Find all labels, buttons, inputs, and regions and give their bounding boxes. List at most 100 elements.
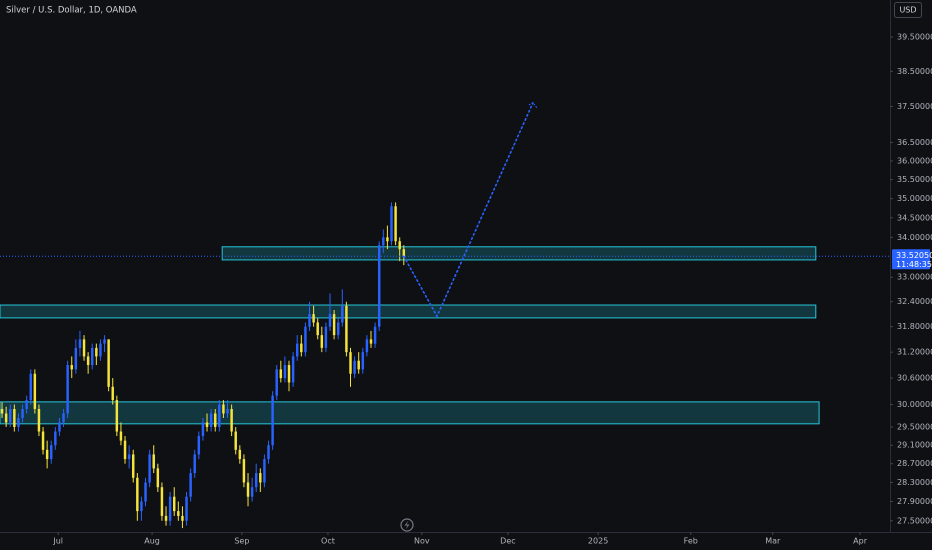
candle-body bbox=[45, 449, 49, 460]
candle-body bbox=[21, 409, 24, 418]
candle-body bbox=[324, 326, 328, 348]
candle-body bbox=[234, 431, 237, 450]
candle-body bbox=[25, 400, 28, 410]
y-tick-label: 36.50000 bbox=[897, 138, 932, 147]
x-tick-label: Apr bbox=[853, 537, 868, 546]
candle-body bbox=[164, 515, 168, 521]
candle-body bbox=[373, 326, 377, 344]
candle-body bbox=[66, 365, 69, 414]
candle-body bbox=[78, 339, 82, 348]
y-tick-label: 31.20000 bbox=[897, 348, 932, 357]
y-tick-label: 37.50000 bbox=[897, 102, 932, 111]
projection-arrowhead bbox=[528, 102, 538, 109]
x-tick-label: Nov bbox=[414, 537, 430, 546]
candle-body bbox=[259, 473, 262, 483]
y-tick-label: 27.90000 bbox=[897, 497, 932, 506]
candle-body bbox=[377, 245, 381, 327]
candle-body bbox=[103, 339, 106, 344]
x-tick-label: Jul bbox=[52, 537, 63, 546]
candle-body bbox=[226, 409, 229, 414]
candle-body bbox=[328, 314, 332, 327]
candle-body bbox=[189, 473, 192, 497]
candle-body bbox=[291, 356, 295, 383]
candle-body bbox=[304, 326, 307, 353]
candle-body bbox=[312, 314, 315, 323]
y-tick-label: 33.00000 bbox=[897, 273, 932, 282]
candle-body bbox=[107, 339, 110, 387]
candle-body bbox=[136, 477, 139, 512]
y-tick-label: 28.70000 bbox=[897, 459, 932, 468]
candle-body bbox=[148, 454, 151, 483]
x-tick-label: Mar bbox=[765, 537, 781, 546]
candle-body bbox=[398, 241, 401, 250]
y-tick-label: 30.00000 bbox=[897, 400, 932, 409]
y-tick-label: 29.50000 bbox=[897, 422, 932, 431]
candle-body bbox=[316, 322, 319, 336]
candle-body bbox=[365, 339, 369, 353]
candle-body bbox=[271, 395, 274, 446]
last-price-label: 33.52050 bbox=[896, 251, 932, 260]
countdown-label: 11:48:35 bbox=[896, 260, 932, 269]
candle-body bbox=[238, 449, 242, 460]
candle-body bbox=[201, 422, 205, 437]
candle-body bbox=[300, 343, 303, 353]
currency-button[interactable] bbox=[894, 2, 922, 18]
chart-title: Silver / U.S. Dollar, 1D, OANDA bbox=[6, 6, 137, 16]
candle-body bbox=[95, 347, 98, 357]
currency-label[interactable]: USD bbox=[899, 6, 916, 15]
candle-body bbox=[295, 343, 299, 357]
candle-body bbox=[91, 347, 94, 366]
icon-bolt[interactable] bbox=[404, 520, 410, 530]
y-tick-label: 34.00000 bbox=[897, 233, 932, 242]
candle-body bbox=[185, 496, 188, 521]
candle-body bbox=[152, 454, 155, 469]
candle-body bbox=[275, 369, 278, 396]
x-tick-label: Sep bbox=[234, 537, 249, 546]
candle-body bbox=[308, 314, 311, 327]
projection-path bbox=[403, 102, 534, 319]
candle-body bbox=[193, 454, 196, 474]
y-tick-label: 38.50000 bbox=[897, 67, 932, 76]
candle-body bbox=[263, 459, 266, 483]
candle-body bbox=[82, 339, 86, 357]
y-tick-label: 27.50000 bbox=[897, 516, 932, 525]
candle-body bbox=[144, 482, 147, 502]
replay-icon[interactable] bbox=[400, 518, 414, 532]
candle-body bbox=[402, 249, 406, 257]
candle-body bbox=[41, 431, 45, 450]
candle-body bbox=[62, 413, 65, 423]
y-tick-label: 34.50000 bbox=[897, 213, 932, 222]
x-tick-label: Feb bbox=[684, 537, 698, 546]
candle-body bbox=[279, 369, 283, 379]
candle-body bbox=[181, 515, 184, 521]
candle-body bbox=[386, 237, 389, 242]
candle-body bbox=[123, 440, 127, 460]
y-tick-label: 35.00000 bbox=[897, 194, 932, 203]
candle-body bbox=[287, 365, 291, 383]
candle-body bbox=[132, 454, 135, 478]
candle-body bbox=[58, 422, 61, 432]
candle-body bbox=[160, 487, 164, 516]
zone-box bbox=[0, 304, 817, 319]
candle-body bbox=[111, 386, 114, 401]
candle-body bbox=[4, 413, 8, 423]
candle-body bbox=[99, 343, 102, 357]
candle-body bbox=[119, 431, 123, 441]
candle-body bbox=[13, 409, 16, 427]
y-tick-label: 30.60000 bbox=[897, 374, 932, 383]
icon-ring[interactable] bbox=[400, 518, 414, 532]
candle-body bbox=[382, 237, 385, 246]
candle-body bbox=[283, 365, 287, 379]
y-tick-label: 28.30000 bbox=[897, 478, 932, 487]
candle-body bbox=[74, 347, 78, 370]
y-tick-label: 29.10000 bbox=[897, 441, 932, 450]
candle-body bbox=[230, 409, 233, 432]
zone-box bbox=[221, 246, 817, 261]
candle-body bbox=[394, 206, 397, 242]
y-tick-label: 35.50000 bbox=[897, 175, 932, 184]
candle-body bbox=[218, 404, 221, 427]
candle-body bbox=[222, 404, 225, 414]
candle-body bbox=[336, 322, 340, 336]
candle-body bbox=[140, 501, 143, 512]
